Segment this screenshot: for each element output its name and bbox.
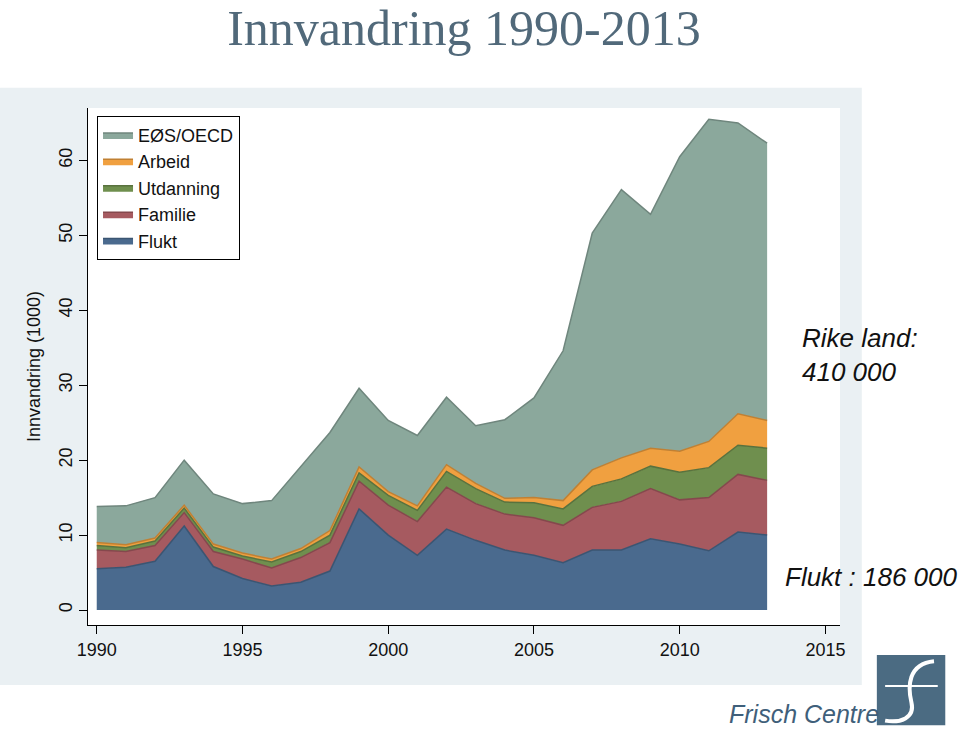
- svg-text:2000: 2000: [368, 640, 408, 660]
- svg-text:10: 10: [56, 522, 76, 542]
- svg-text:60: 60: [56, 148, 76, 168]
- svg-text:1990: 1990: [77, 640, 117, 660]
- svg-text:Arbeid: Arbeid: [138, 152, 190, 172]
- svg-text:30: 30: [56, 373, 76, 393]
- svg-text:Flukt: Flukt: [138, 232, 177, 252]
- svg-text:Rike land:410 000: Rike land:410 000: [802, 323, 918, 387]
- svg-text:20: 20: [56, 447, 76, 467]
- svg-text:Innvandring 1990-2013: Innvandring 1990-2013: [227, 0, 701, 56]
- svg-text:2015: 2015: [805, 640, 845, 660]
- svg-text:50: 50: [56, 223, 76, 243]
- svg-text:2010: 2010: [660, 640, 700, 660]
- svg-text:2005: 2005: [514, 640, 554, 660]
- svg-text:Frisch Centre: Frisch Centre: [729, 700, 879, 728]
- svg-text:Flukt : 186 000: Flukt : 186 000: [785, 562, 958, 592]
- svg-text:Innvandring (1000): Innvandring (1000): [24, 291, 44, 442]
- svg-text:1995: 1995: [222, 640, 262, 660]
- svg-text:0: 0: [56, 602, 76, 612]
- svg-text:Utdanning: Utdanning: [138, 179, 220, 199]
- svg-text:EØS/OECD: EØS/OECD: [138, 126, 233, 146]
- svg-text:Familie: Familie: [138, 205, 196, 225]
- svg-text:40: 40: [56, 298, 76, 318]
